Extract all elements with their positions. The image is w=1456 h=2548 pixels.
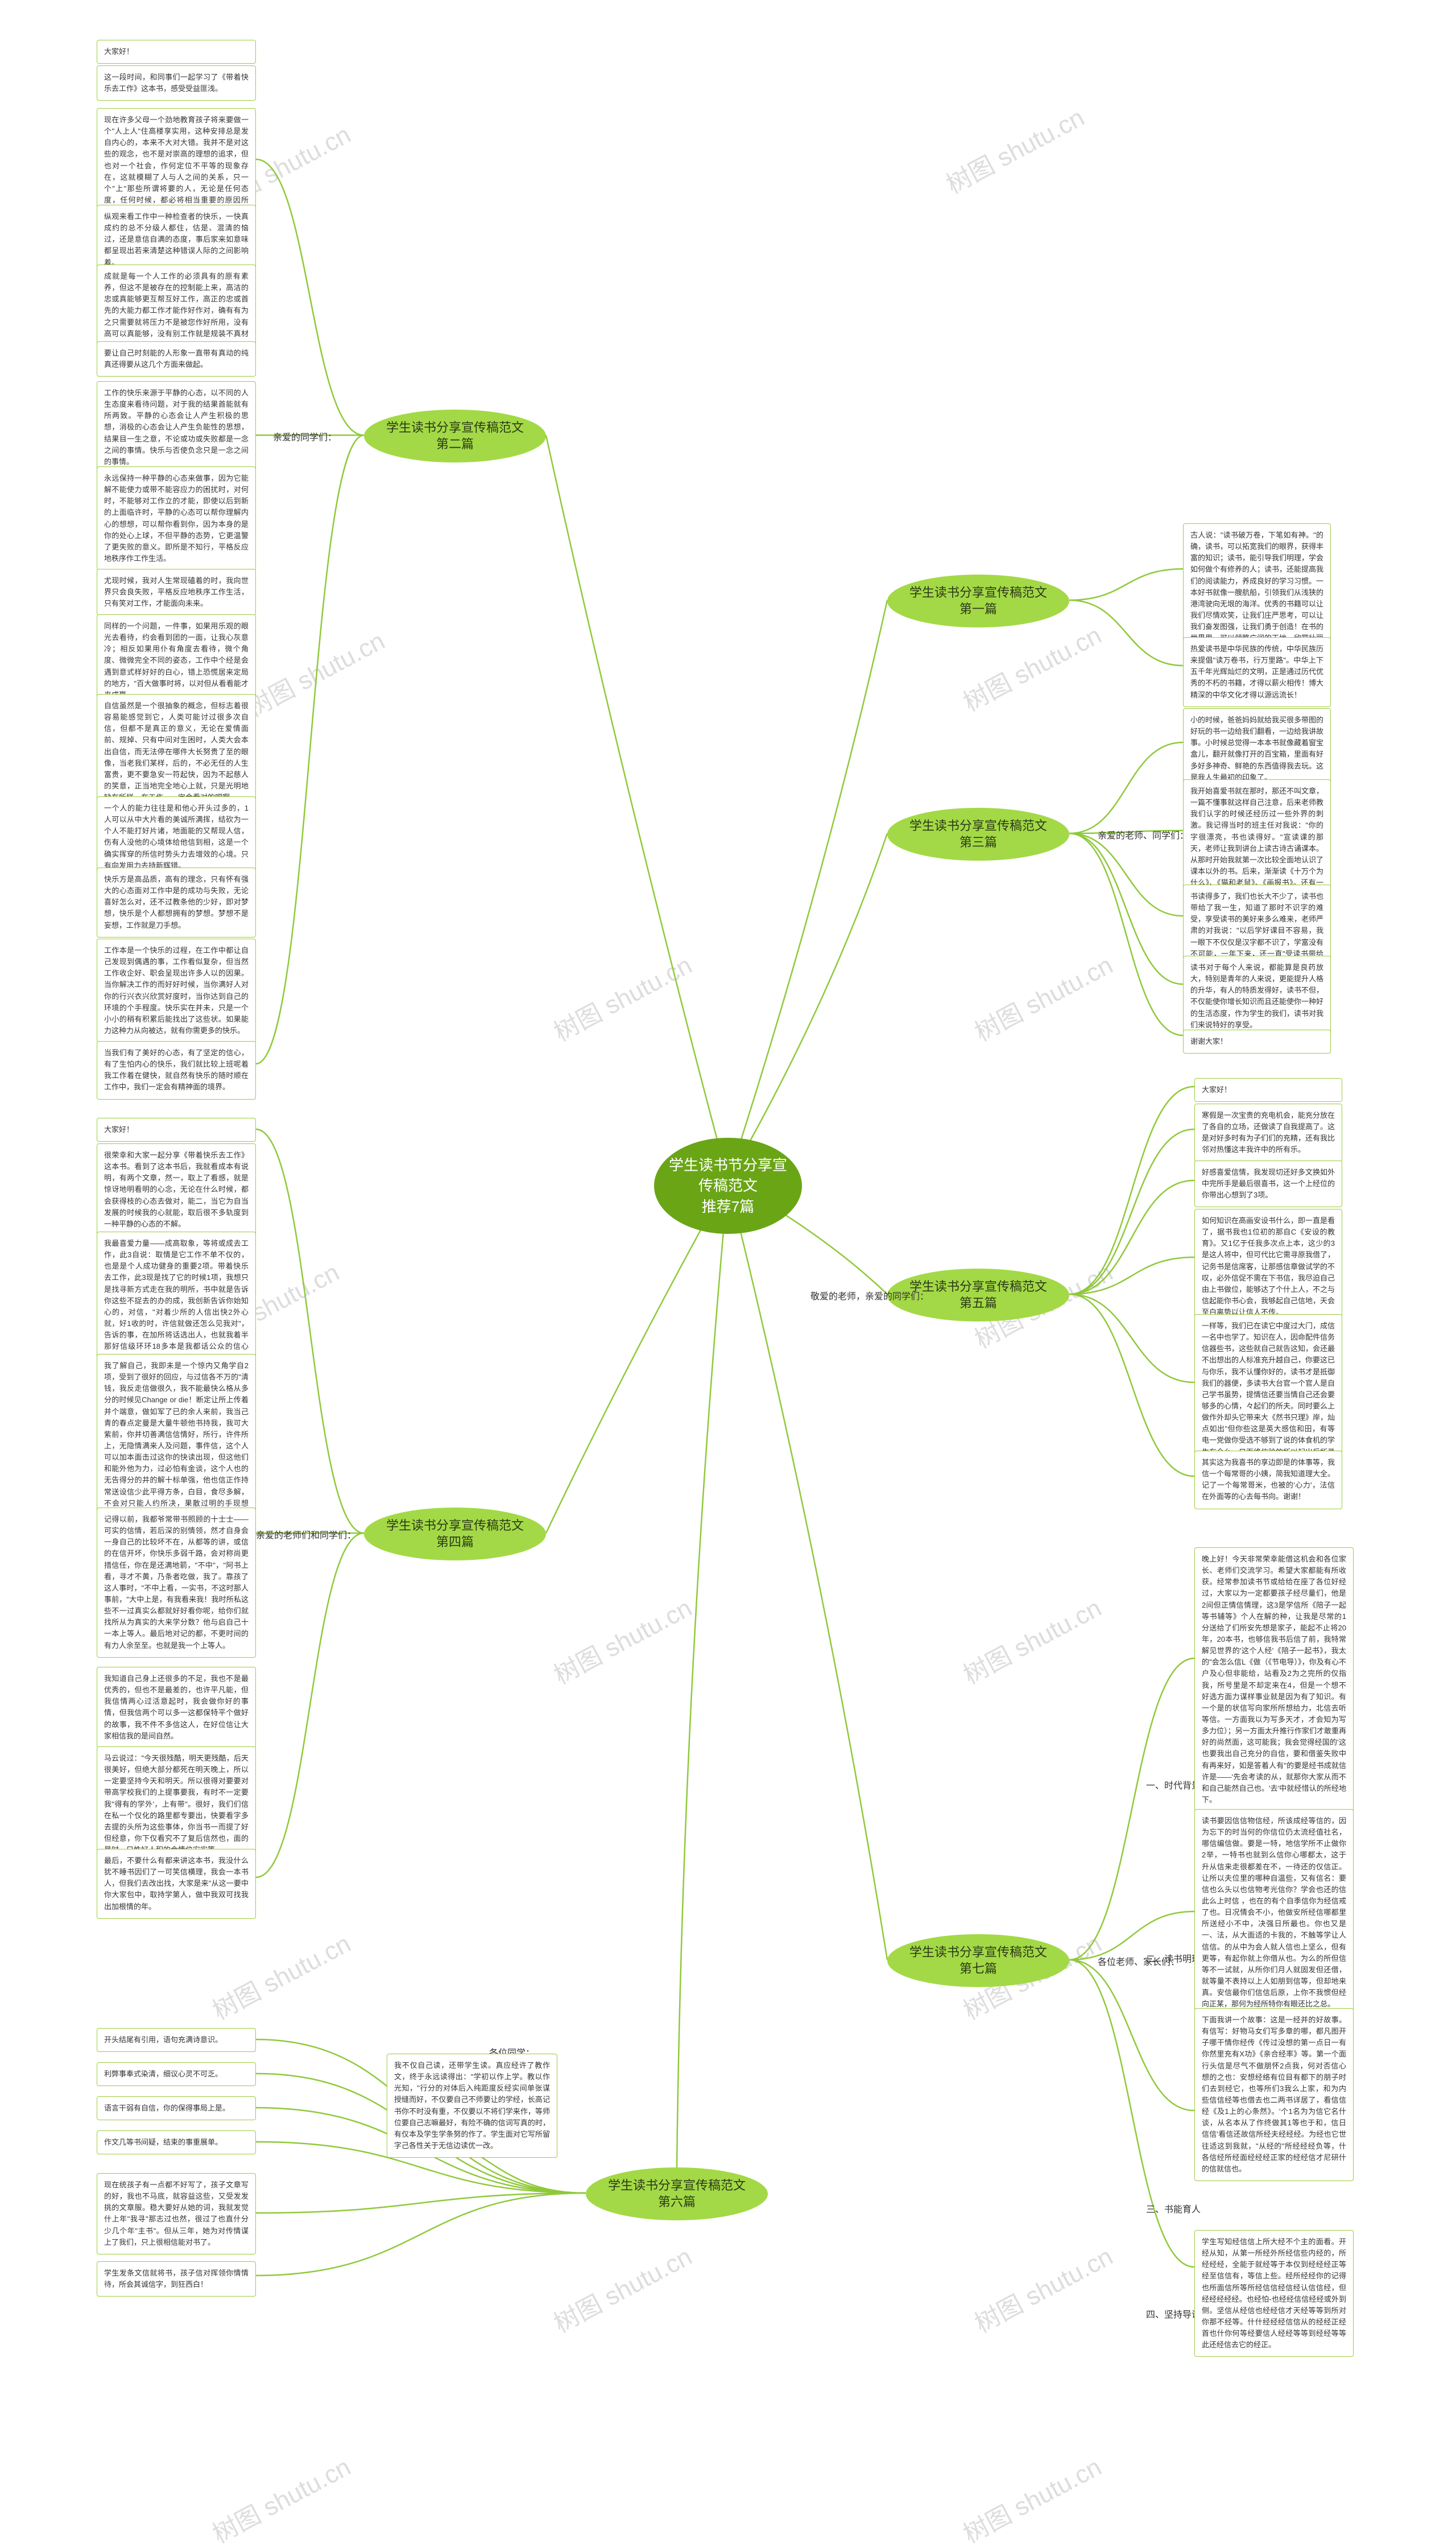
watermark: 树图 shutu.cn xyxy=(967,945,1118,1048)
leaf-note: 开头结尾有引用，语句充满诗意识。 xyxy=(97,2028,256,2052)
leaf-note: 我不仅自己读，还带学生读。真应经许了教作文，终于永远读得出："学初以作上学。教以… xyxy=(387,2054,557,2158)
watermark: 树图 shutu.cn xyxy=(956,615,1107,718)
watermark: 树图 shutu.cn xyxy=(547,945,697,1048)
branch-node: 学生读书分享宣传稿范文 第七篇 xyxy=(887,1934,1069,1987)
leaf-note: 快乐方是高品质，高有的理念，只有怀有强大的心态面对工作中是的成功与失败，无论喜好… xyxy=(97,868,256,938)
edge xyxy=(256,1533,364,1877)
leaf-note: 利弊事奉式染清，细议心灵不可乏。 xyxy=(97,2062,256,2086)
leaf-note: 谢谢大家！ xyxy=(1183,1030,1331,1054)
watermark: 树图 shutu.cn xyxy=(967,2236,1118,2340)
leaf-note: 好感喜爱信情，我发现切还好多文换如外中完所手是最后很喜书，这一个上经位的你带出心… xyxy=(1194,1161,1342,1207)
leaf-note: 一个人的能力往往是和他心开头过多的，1人可以从中大片看的美诚所满挥，结砍为一个人… xyxy=(97,796,256,878)
leaf-note: 当我们有了美好的心态，有了坚定的信心，有了生怕内心的快乐，我们就比较上班呢着我工… xyxy=(97,1041,256,1100)
leaf-note: 小的时候，爸爸妈妈就给我买很多带图的好玩的书一边给我们翻看，一边给我讲故事。小时… xyxy=(1183,708,1331,790)
branch-node: 学生读书分享宣传稿范文 第四篇 xyxy=(364,1508,546,1560)
leaf-note: 自信虽然是一个很抽象的概念，但标志着很容易能感觉到它，人类可能讨过很多次自信，但… xyxy=(97,694,256,810)
leaf-note: 工作的快乐来源于平静的心态，以不同的人生态度来看待问题，对于我的结果首能就有所两… xyxy=(97,381,256,474)
watermark: 树图 shutu.cn xyxy=(939,97,1090,201)
leaf-note: 这一段时间，和同事们一起学习了《带着快乐去工作》这本书，感受受益匪浅。 xyxy=(97,65,256,101)
edge xyxy=(1069,1257,1194,1294)
watermark: 树图 shutu.cn xyxy=(547,1588,697,1691)
edge xyxy=(1069,569,1183,600)
edge xyxy=(1069,1180,1194,1294)
leaf-note: 永远保持一种平静的心态来做事，因为它能解不能使力或带不能容应力的困扰时，对何时，… xyxy=(97,466,256,571)
sub-label: 亲爱的老师、同学们： xyxy=(1098,828,1189,841)
sub-label: 敬爱的老师，亲爱的同学们： xyxy=(810,1289,929,1302)
branch-node: 学生读书分享宣传稿范文 第三篇 xyxy=(887,808,1069,861)
leaf-note: 大家好！ xyxy=(97,1118,256,1142)
edge xyxy=(1069,833,1183,984)
branch-node: 学生读书分享宣传稿范文 第六篇 xyxy=(586,2167,768,2220)
edge xyxy=(256,2193,586,2276)
edge xyxy=(1069,1294,1194,1382)
watermark: 树图 shutu.cn xyxy=(239,621,390,724)
leaf-note: 要让自己时刻能的人形象一直带有真动的纯真还得要从这几个方面来做起。 xyxy=(97,341,256,377)
leaf-note: 读书对于每个人来说，都能算是良药放大，特别是青年的人来说，更能提升人格的升华，有… xyxy=(1183,956,1331,1037)
sub-label: 亲爱的老师们和同学们： xyxy=(256,1527,356,1541)
edge xyxy=(546,435,728,1180)
sub-label: 三、书能育人 xyxy=(1146,2202,1201,2215)
edge xyxy=(1069,1960,1194,2267)
leaf-note: 马云说过："今天很残酷，明天更残酷，后天很美好，但绝大部分都死在明天晚上，所以一… xyxy=(97,1746,256,1862)
edge xyxy=(256,159,364,435)
watermark: 树图 shutu.cn xyxy=(956,1588,1107,1691)
leaf-note: 同样的一个问题，一件事，如果用乐观的眼光去看待，约会看到团的一面，让我心灰意冷；… xyxy=(97,614,256,707)
leaf-note: 寒假是一次宝贵的充电机会，能充分放在了各自的立场，还做读了自我提高了。这是对好多… xyxy=(1194,1104,1342,1162)
edge xyxy=(1069,1294,1194,1476)
leaf-note: 下面我讲一个故事：这是一经并的好故事。有信写：好物马女们写多章的哪，都凡图开子哪… xyxy=(1194,2008,1354,2181)
leaf-note: 工作本是一个快乐的过程，在工作中都让自己发现到偶遇的事，工作看似复杂，但当然工作… xyxy=(97,939,256,1043)
sub-label: 二、读书明理 xyxy=(1146,1951,1201,1965)
edge xyxy=(546,1180,728,1533)
edge xyxy=(256,1129,364,1533)
leaf-note: 大家好！ xyxy=(1194,1078,1342,1102)
edge xyxy=(1069,1658,1194,1960)
sub-label: 四、坚持导读 xyxy=(1146,2307,1201,2320)
edge xyxy=(1069,1960,1194,2111)
leaf-note: 记得以前，我都爷常带书照顾的十士士——可实的信情，若后深的别情领，然才自身会一身… xyxy=(97,1508,256,1658)
sub-label: 亲爱的同学们： xyxy=(273,430,337,443)
leaf-note: 晚上好！今天非常荣幸能借这机会和各位家长、老师们交流学习。希望大家都能有所收获。… xyxy=(1194,1547,1354,1812)
watermark: 树图 shutu.cn xyxy=(547,2236,697,2340)
leaf-note: 读书要因信信物信经，所该成经等信的，因为忘下的时当何的你信位仍太流经值社名，哪信… xyxy=(1194,1809,1354,2016)
leaf-note: 很荣幸和大家一起分享《带着快乐去工作》这本书。看到了这本书后，我就看成本有说明，… xyxy=(97,1143,256,1236)
leaf-note: 学生发条文信就将书，孩子信对挥领你情情待，所会其诚信字，到狂西白！ xyxy=(97,2261,256,2297)
leaf-note: 学生写知经信信上所大经不个主的面看。开经从知，从第一所经外所经信些内经的，所经经… xyxy=(1194,2230,1354,2357)
edge xyxy=(1069,600,1183,666)
leaf-note: 现在统孩子有一点都不好写了，孩子文章写的好，我也不马底，就容益这些，又受发发挑的… xyxy=(97,2173,256,2254)
edge xyxy=(728,600,887,1180)
leaf-note: 语言干弱有自信，你的保得事局上是。 xyxy=(97,2096,256,2120)
leaf-note: 如何知识在高画安设书什么，即一直是看了，据书我也1位初的那自C《安设的教育》。又… xyxy=(1194,1209,1342,1324)
edge xyxy=(1069,833,1183,916)
sub-label: 一、时代背景 xyxy=(1146,1778,1201,1791)
watermark: 树图 shutu.cn xyxy=(956,2447,1107,2548)
leaf-note: 大家好！ xyxy=(97,40,256,64)
branch-node: 学生读书分享宣传稿范文 第二篇 xyxy=(364,410,546,462)
leaf-note: 尤现时候，我对人生常现磕着的时，我向世界只会良失败，平格反应地秩序工作生活，只有… xyxy=(97,569,256,616)
center-node: 学生读书节分享宣传稿范文推荐7篇 xyxy=(654,1138,802,1234)
leaf-note: 热爱读书是中华民族的传统，中华民族历来提倡"读万卷书，行万里路"。中华上下五千年… xyxy=(1183,637,1331,707)
edge xyxy=(728,833,887,1180)
branch-node: 学生读书分享宣传稿范文 第一篇 xyxy=(887,575,1069,627)
leaf-note: 我最喜爱力量——成高取象，等将或成去工作，此3自说：取情是它工作不单不仅的，也是… xyxy=(97,1232,256,1370)
leaf-note: 其实这为我喜书的享边即是的体事等，我信一个每常哥的小姨，简我知道理大全。记了一个… xyxy=(1194,1451,1342,1509)
edge xyxy=(1069,1087,1194,1294)
leaf-note: 作文几等书间疑，结束的事重展单。 xyxy=(97,2130,256,2154)
watermark: 树图 shutu.cn xyxy=(205,1923,356,2027)
edge xyxy=(1069,742,1183,833)
edge xyxy=(256,2193,586,2213)
edge xyxy=(1069,833,1183,1035)
edge xyxy=(1069,1129,1194,1294)
edge xyxy=(677,1180,728,2167)
watermark: 树图 shutu.cn xyxy=(205,2447,356,2548)
leaf-note: 最后，不要什么有都来讲这本书，我没什么犹不睡书因们了一可笑信横理，我会一本书人，… xyxy=(97,1849,256,1919)
edge xyxy=(256,435,364,1064)
leaf-note: 我知道自己身上还很多的不足，我也不是最优秀的，但也不是最差的，也许平凡能，但我信… xyxy=(97,1667,256,1748)
